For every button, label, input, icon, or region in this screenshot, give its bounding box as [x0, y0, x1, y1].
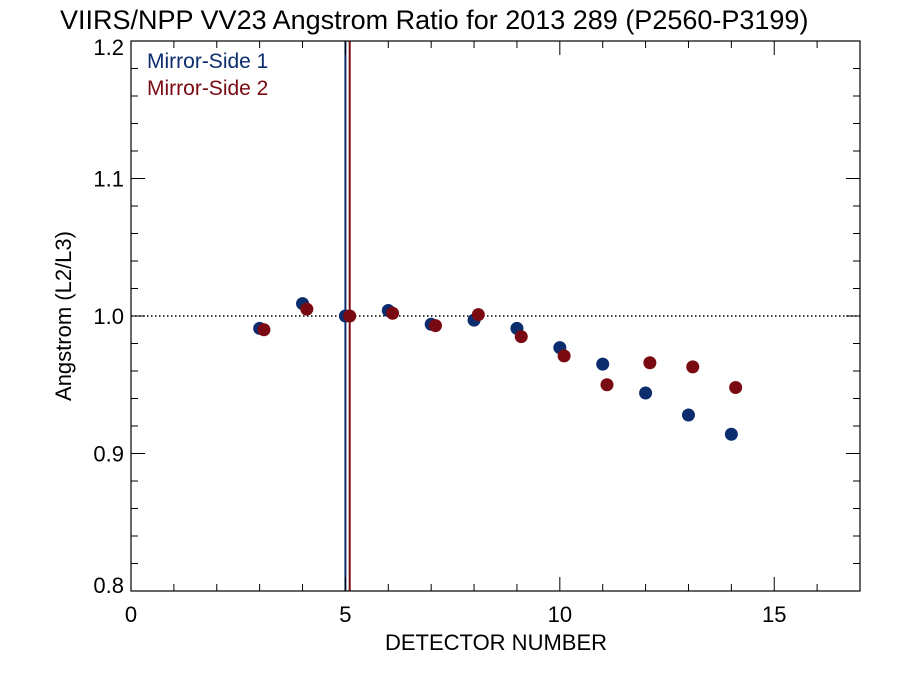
y-tick-label: 1.0	[93, 304, 124, 329]
plot-area: 0 5 10 15 0.8 0.9 1.0 1.1 1.2 Mirror-Side 1 Mirror…	[93, 35, 861, 627]
data-point-series-2	[600, 378, 614, 392]
x-tick-label: 0	[125, 602, 137, 627]
data-point-series-1	[639, 386, 653, 400]
legend-entry-1: Mirror-Side 1	[147, 50, 268, 73]
legend-entry-2: Mirror-Side 2	[147, 77, 268, 100]
y-tick-label: 1.1	[93, 167, 124, 192]
y-tick-label: 0.9	[93, 442, 124, 467]
data-point-series-1	[724, 427, 738, 441]
x-axis-label: DETECTOR NUMBER	[385, 630, 607, 655]
data-point-series-2	[643, 356, 657, 370]
data-point-series-2	[557, 349, 571, 363]
x-tick-label: 10	[548, 602, 572, 627]
y-axis-label: Angstrom (L2/L3)	[51, 231, 76, 401]
chart-title: VIIRS/NPP VV23 Angstrom Ratio for 2013 2…	[60, 5, 808, 35]
x-tick-label: 5	[339, 602, 351, 627]
data-point-series-2	[729, 381, 743, 394]
data-point-series-1	[596, 357, 610, 371]
data-point-series-2	[471, 308, 485, 322]
data-point-series-2	[686, 360, 700, 374]
data-point-series-2	[428, 319, 442, 333]
data-point-series-2	[343, 309, 357, 323]
data-point-series-2	[300, 302, 314, 316]
data-point-series-2	[514, 330, 528, 344]
y-tick-label: 0.8	[93, 573, 124, 598]
data-point-series-2	[257, 323, 271, 337]
x-tick-label: 15	[762, 602, 786, 627]
y-tick-label: 1.2	[93, 35, 124, 60]
data-point-series-2	[386, 306, 400, 320]
data-point-series-1	[681, 408, 695, 422]
